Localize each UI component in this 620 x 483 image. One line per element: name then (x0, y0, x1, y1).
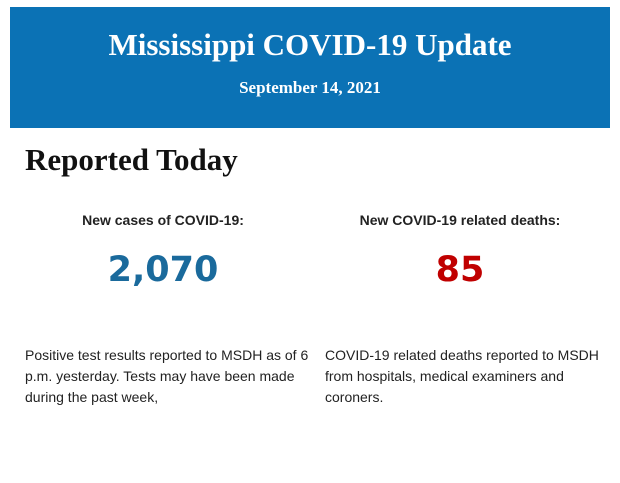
stat-column: New COVID-19 related deaths: 85 (315, 212, 605, 300)
section-title: Reported Today (25, 142, 238, 177)
stat-value: 2,070 (107, 250, 219, 290)
stat-description: COVID-19 related deaths reported to MSDH… (325, 347, 599, 405)
report-date: September 14, 2021 (239, 78, 381, 97)
stat-description: Positive test results reported to MSDH a… (25, 347, 309, 405)
header-banner: Mississippi COVID-19 Update September 14… (10, 7, 610, 128)
stat-label: New cases of COVID-19: (82, 212, 244, 228)
stat-column: New cases of COVID-19: 2,070 (18, 212, 308, 300)
stat-value: 85 (435, 250, 485, 290)
stat-label: New COVID-19 related deaths: (359, 212, 561, 228)
page-title: Mississippi COVID-19 Update (108, 27, 512, 62)
